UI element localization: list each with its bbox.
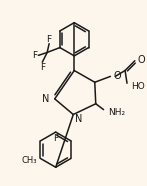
- Text: N: N: [42, 94, 50, 104]
- Text: O: O: [138, 55, 145, 65]
- Text: F: F: [32, 51, 37, 60]
- Text: F: F: [53, 134, 58, 143]
- Text: CH₃: CH₃: [21, 156, 37, 165]
- Text: F: F: [40, 63, 45, 72]
- Text: F: F: [47, 35, 52, 44]
- Text: NH₂: NH₂: [108, 108, 126, 117]
- Text: N: N: [75, 114, 83, 124]
- Text: HO: HO: [131, 82, 145, 91]
- Text: O: O: [113, 71, 121, 81]
